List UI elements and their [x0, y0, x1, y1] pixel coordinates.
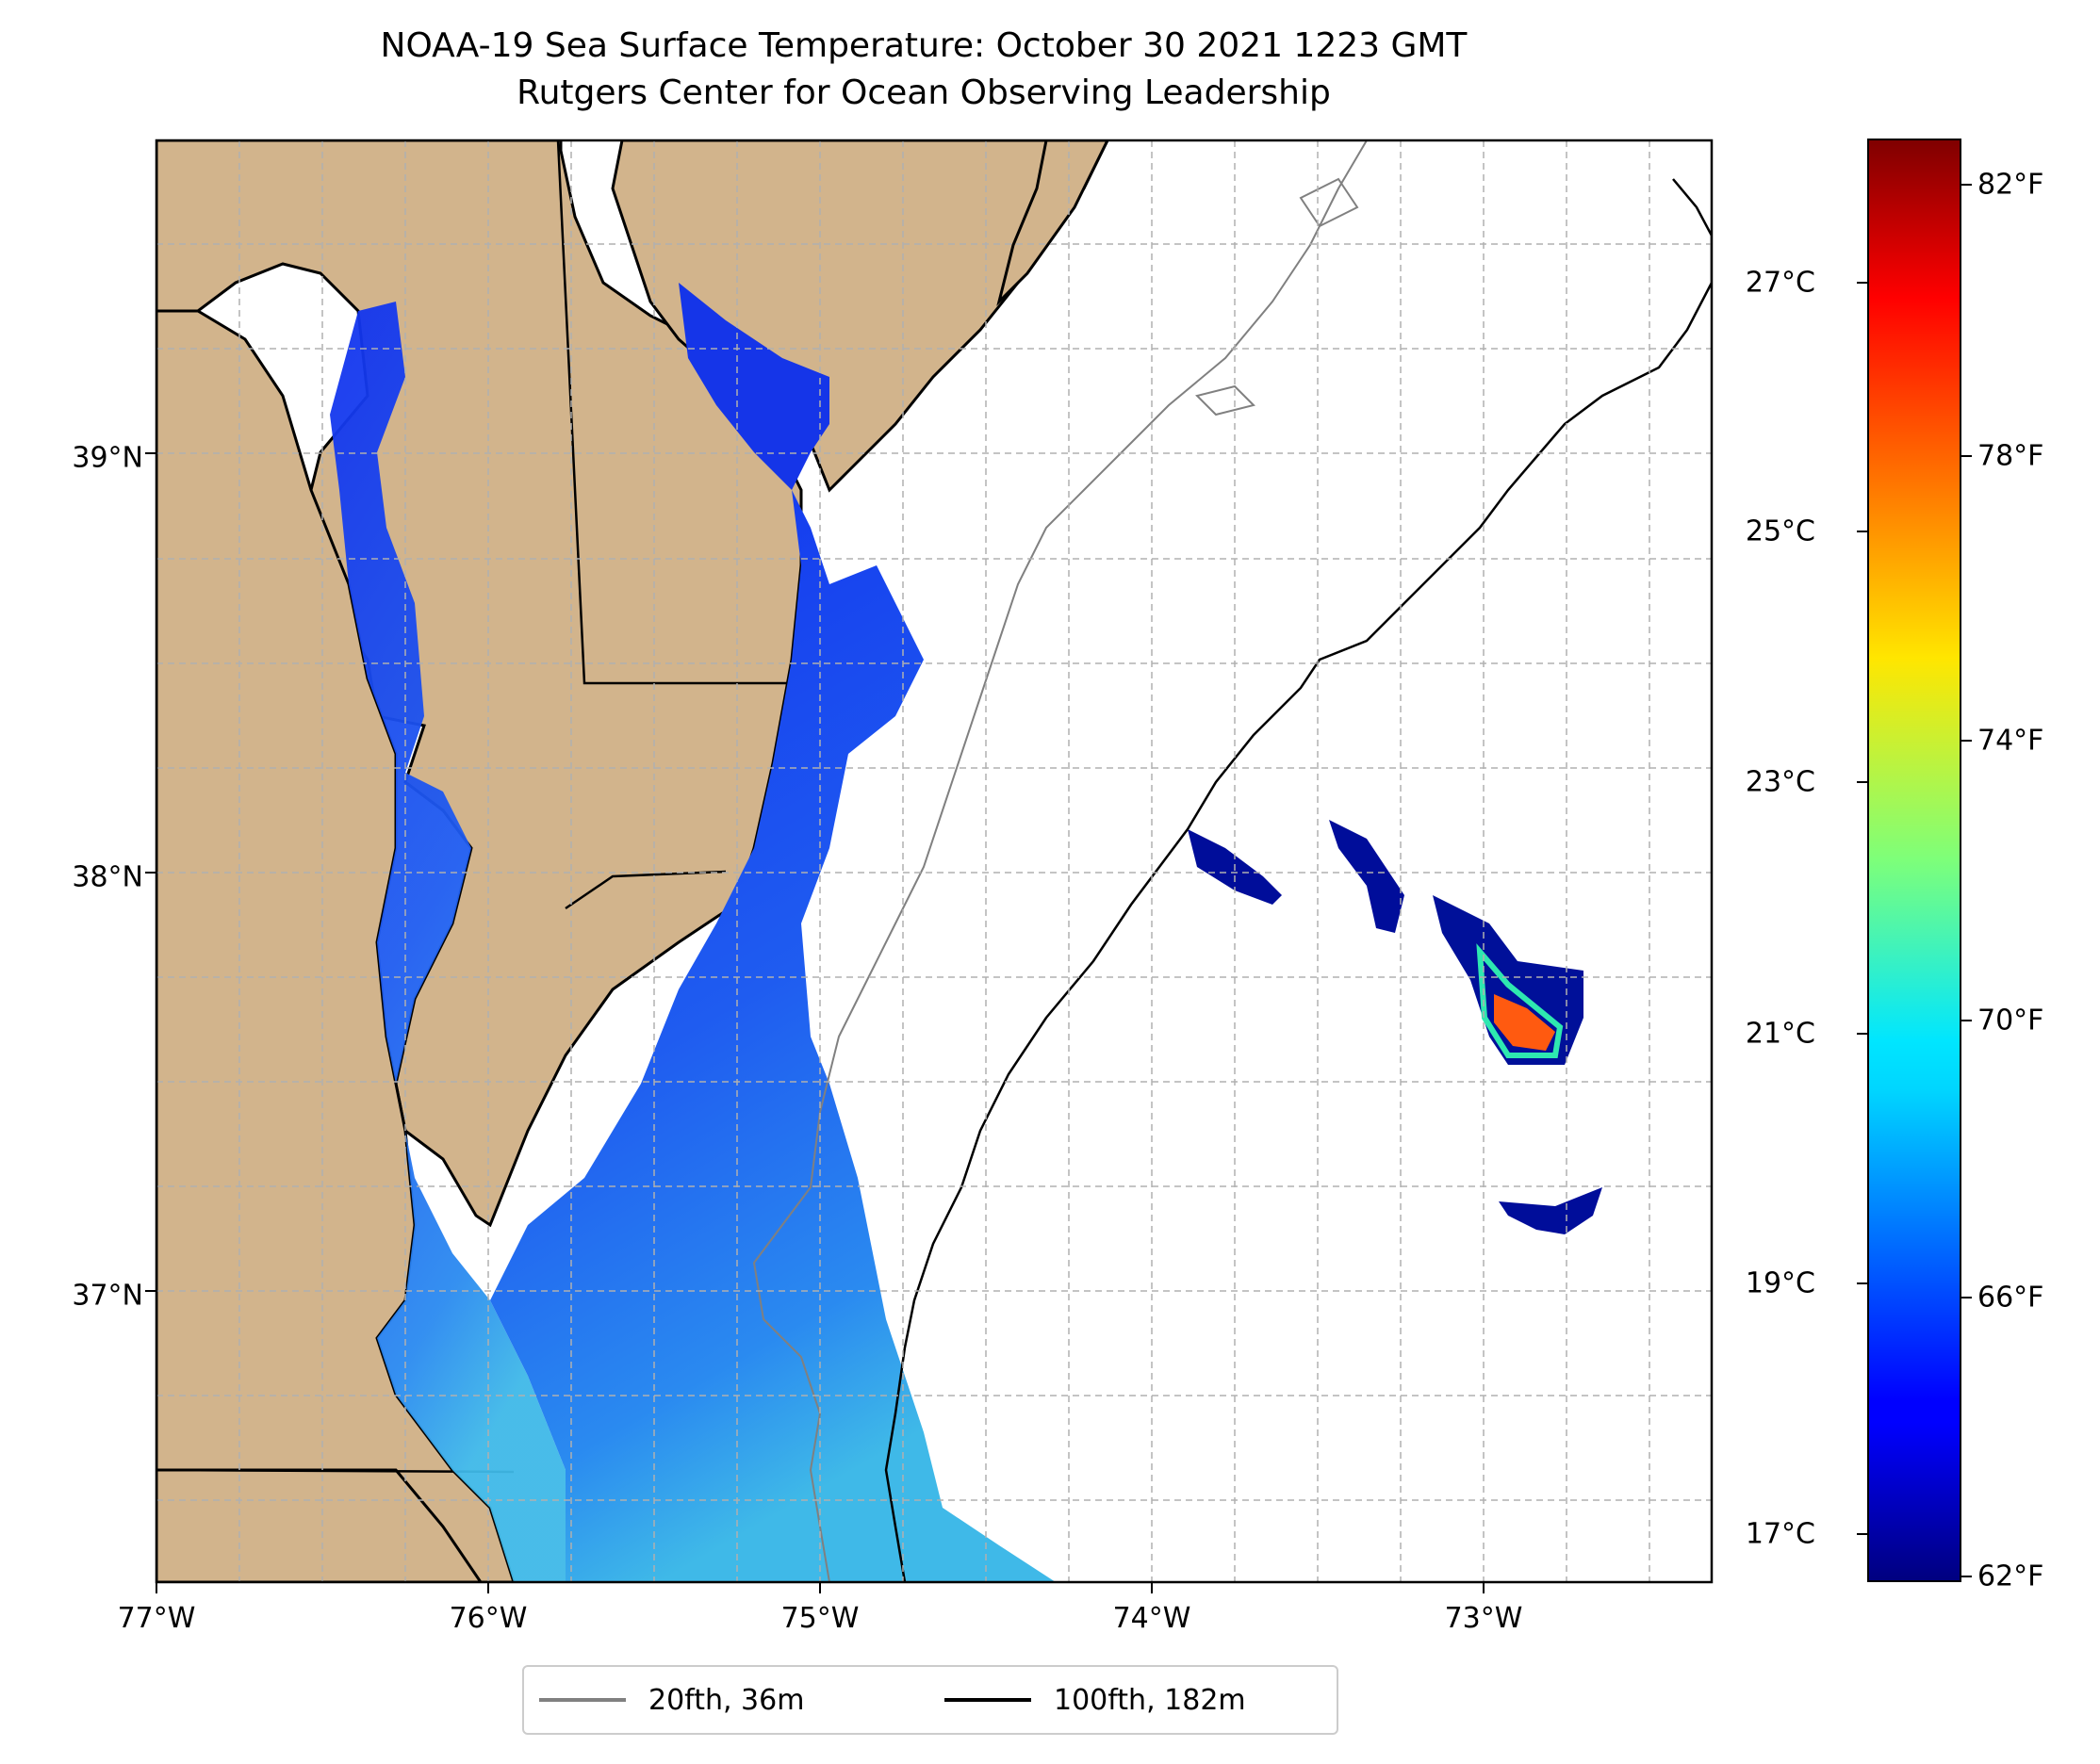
map-title: NOAA-19 Sea Surface Temperature: October… — [380, 26, 1468, 65]
lon-tick-label: 74°W — [1112, 1602, 1191, 1635]
map-panel — [156, 140, 1712, 1582]
gridlines — [156, 140, 1712, 1582]
colorbar-fahrenheit-label: 74°F — [1977, 724, 2044, 758]
lon-tick-label: 76°W — [449, 1602, 528, 1635]
lon-tick-label: 73°W — [1444, 1602, 1523, 1635]
sst-warm-eddy-ring — [1476, 943, 1564, 1058]
lon-tick-label: 77°W — [117, 1602, 196, 1635]
tick-marks — [145, 452, 1485, 1593]
map-subtitle: Rutgers Center for Ocean Observing Leade… — [517, 74, 1331, 112]
colorbar-fahrenheit-label: 70°F — [1977, 1004, 2044, 1037]
legend-line-gray — [539, 1698, 626, 1702]
lat-tick-label: 39°N — [72, 441, 143, 475]
legend-item-100fth: 100fth, 182m — [944, 1667, 1246, 1733]
land-nj-south — [996, 140, 1109, 306]
colorbar-celsius-label: 19°C — [1745, 1266, 1815, 1300]
isobath-100fth — [884, 178, 1712, 1582]
lon-tick-label: 75°W — [780, 1602, 860, 1635]
isobath-20fth-shoal-1 — [1195, 384, 1255, 416]
lat-tick-label: 37°N — [72, 1279, 143, 1313]
map-frame — [155, 139, 1714, 1584]
sst-delaware-bay — [679, 283, 829, 490]
legend-label: 100fth, 182m — [1054, 1683, 1246, 1717]
sst-offshore-patch-2 — [1329, 820, 1404, 933]
colorbar-fahrenheit-label: 66°F — [1977, 1281, 2044, 1315]
colorbar-celsius-label: 25°C — [1745, 514, 1815, 548]
lat-tick-label: 38°N — [72, 860, 143, 894]
colorbar-ticks — [1857, 184, 1972, 1577]
sst-warm-eddy-core — [1494, 994, 1555, 1051]
isobath-20fth-shoal-2 — [1299, 177, 1359, 228]
colorbar-fahrenheit-label: 62°F — [1977, 1560, 2044, 1593]
colorbar-celsius-label: 23°C — [1745, 765, 1815, 799]
colorbar — [1867, 139, 1961, 1582]
legend: 20fth, 36m 100fth, 182m — [522, 1665, 1338, 1735]
colorbar-celsius-label: 27°C — [1745, 266, 1815, 300]
sst-warm-eddy-base — [1433, 895, 1583, 1065]
colorbar-celsius-label: 21°C — [1745, 1017, 1815, 1051]
legend-item-20fth: 20fth, 36m — [539, 1667, 804, 1733]
sst-coastal-shelf — [490, 490, 1056, 1582]
colorbar-fahrenheit-label: 78°F — [1977, 439, 2044, 473]
isobath-20fth — [752, 140, 1368, 1582]
legend-line-black — [944, 1698, 1031, 1702]
sst-offshore-patch-3 — [1499, 1187, 1602, 1234]
state-boundary-md-de — [556, 140, 790, 685]
legend-label: 20fth, 36m — [648, 1683, 805, 1717]
sst-chesapeake-bay — [330, 302, 566, 1582]
colorbar-celsius-label: 17°C — [1745, 1517, 1815, 1551]
colorbar-fahrenheit-label: 82°F — [1977, 168, 2044, 202]
